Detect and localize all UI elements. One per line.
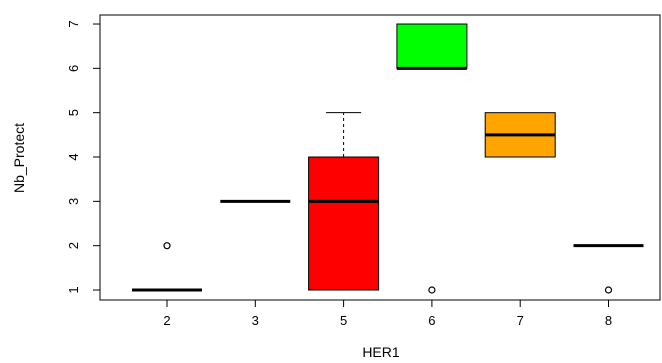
y-tick-label-1: 1	[66, 286, 81, 293]
box-group-6	[396, 23, 468, 294]
x-tick-label-7: 7	[517, 313, 524, 328]
y-axis-title: Nb_Protect	[11, 123, 27, 193]
x-axis: 2 3 5 6 7 8	[163, 300, 612, 328]
box-6	[396, 23, 468, 69]
y-tick-label-3: 3	[66, 198, 81, 205]
outlier-point-8-0	[604, 286, 613, 294]
boxes-layer	[132, 23, 644, 294]
y-tick-label-7: 7	[66, 20, 81, 27]
y-tick-label-6: 6	[66, 65, 81, 72]
box-group-8	[573, 244, 644, 294]
plot-frame	[99, 14, 661, 301]
box-5	[308, 156, 380, 291]
outlier-point-2-0	[163, 242, 171, 250]
box-group-7	[484, 112, 556, 158]
y-tick-label-4: 4	[66, 153, 81, 160]
outlier-point-6-0	[428, 286, 436, 294]
y-tick-label-2: 2	[66, 242, 81, 249]
box-group-2	[132, 242, 202, 292]
x-tick-label-2: 2	[163, 313, 170, 328]
x-tick-label-5: 5	[340, 313, 347, 328]
x-tick-label-6: 6	[428, 313, 435, 328]
x-tick-label-3: 3	[252, 313, 259, 328]
box-group-5	[308, 112, 380, 291]
y-axis: 1 2 3 4 5 6 7	[66, 20, 100, 294]
x-tick-label-8: 8	[605, 313, 612, 328]
y-tick-label-5: 5	[66, 109, 81, 116]
x-axis-title: HER1	[362, 344, 400, 360]
